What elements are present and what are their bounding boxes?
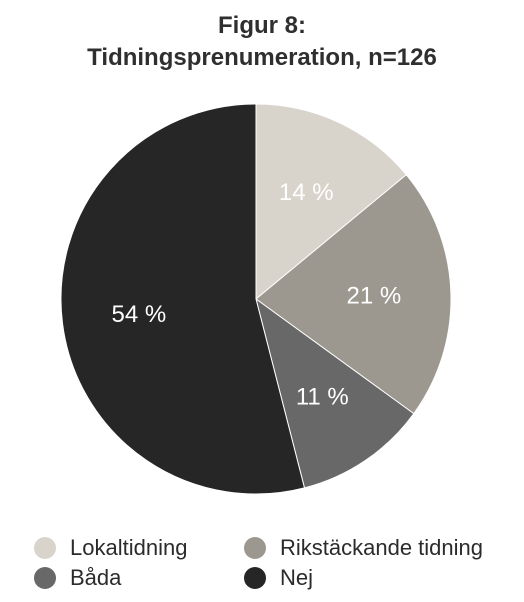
pie-slices: [60, 103, 452, 495]
chart-title-block: Figur 8: Tidningsprenumeration, n=126: [0, 10, 524, 74]
legend-swatch-lokaltidning: [34, 537, 56, 559]
pie-slice-lokaltidning: [255, 103, 407, 301]
legend-label-bada: Båda: [70, 565, 122, 590]
legend-item-lokaltidning: Lokaltidning: [34, 534, 244, 562]
pie-slice-nej: [60, 103, 306, 495]
legend-item-rikstackande-tidning: Rikstäckande tidning: [244, 534, 514, 562]
legend-item-nej: Nej: [244, 564, 514, 592]
legend-swatch-bada: [34, 567, 56, 589]
legend-swatch-rikstackande-tidning: [244, 537, 266, 559]
pie-value-labels: 14 % 21 % 11 % 54 %: [112, 179, 402, 410]
legend-label-rikstackande-tidning: Rikstäckande tidning: [280, 535, 484, 560]
legend-label-nej: Nej: [280, 565, 314, 590]
chart-title: Figur 8:: [218, 12, 306, 39]
pie-value-label-lokaltidning: 14 %: [279, 179, 334, 206]
legend-label-lokaltidning: Lokaltidning: [70, 535, 188, 560]
pie-value-label-nej: 54 %: [112, 301, 167, 328]
pie-value-label-bada: 11 %: [296, 384, 349, 411]
legend-swatch-nej: [244, 567, 266, 589]
chart-legend: Lokaltidning Rikstäckande tidning Båda N…: [34, 534, 514, 592]
chart-subtitle: Tidningsprenumeration, n=126: [87, 44, 437, 71]
pie-value-label-rikstackande-tidning: 21 %: [347, 282, 402, 309]
pie-slice-bada: [255, 297, 415, 489]
legend-item-bada: Båda: [34, 564, 244, 592]
pie-slice-rikstackande-tidning: [255, 173, 452, 415]
